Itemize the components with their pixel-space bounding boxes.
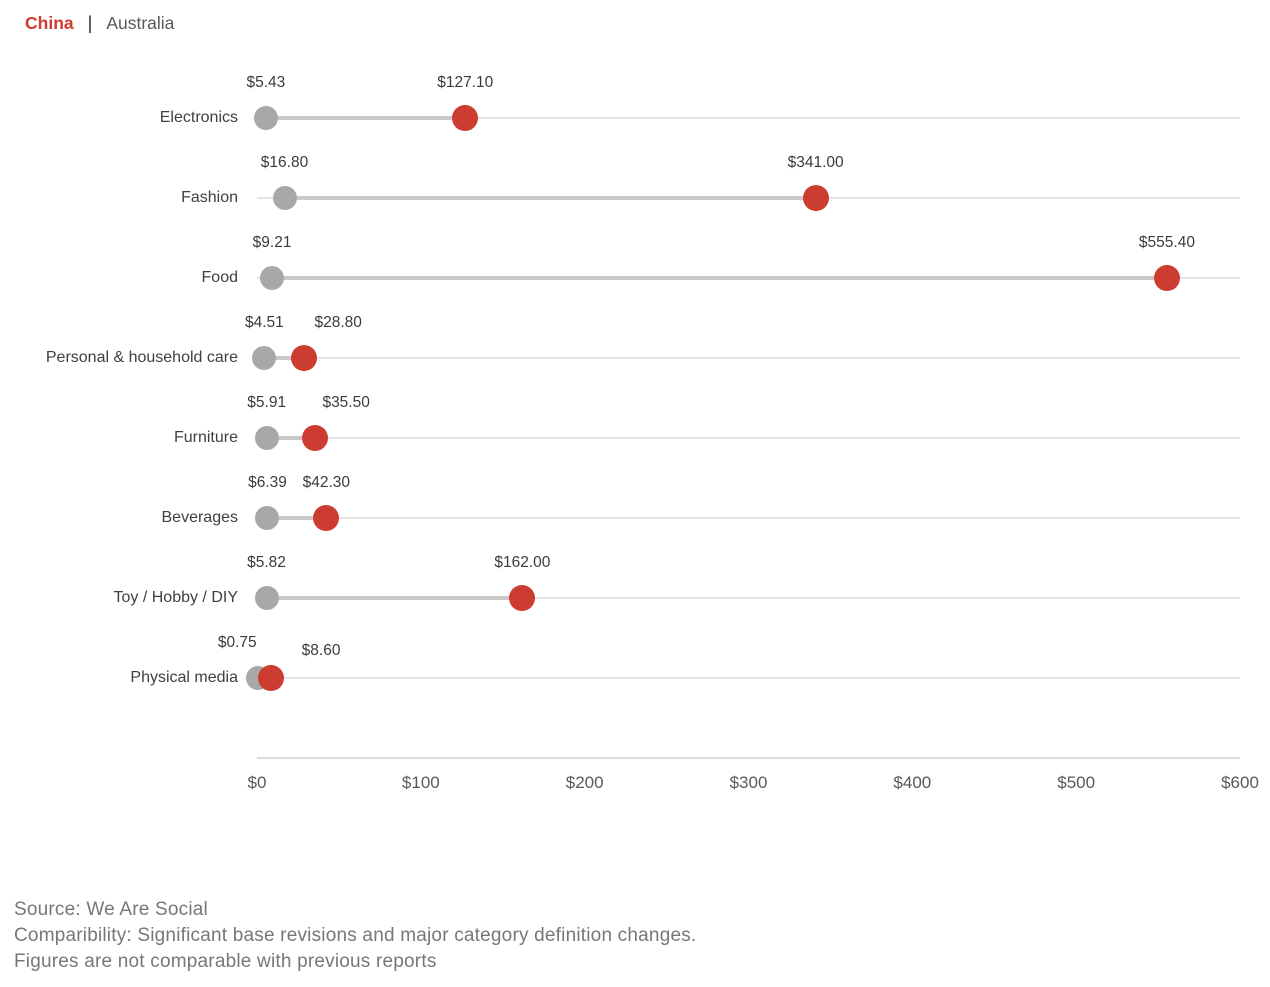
china-dot	[302, 425, 329, 451]
australia-dot	[272, 186, 297, 210]
connector-line	[272, 276, 1167, 280]
connector-line	[267, 516, 327, 520]
category-label: Physical media	[130, 669, 238, 686]
australia-value-label: $16.80	[260, 154, 309, 171]
category-label: Fashion	[181, 189, 238, 206]
comparability-note: Comparibility: Significant base revision…	[14, 925, 697, 946]
chart-row: Fashion $16.80 $341.00	[0, 140, 1270, 220]
china-dot	[509, 585, 536, 611]
connector-line	[265, 116, 466, 120]
footer-notes: Source: We Are Social Comparibility: Sig…	[14, 897, 1270, 975]
source-note: Source: We Are Social	[14, 899, 208, 920]
china-value-label: $555.40	[1138, 234, 1195, 251]
dumbbell-chart: Electronics $5.43 $127.10 Fashion $16.80 $341…	[0, 60, 1270, 700]
category-label: Furniture	[173, 429, 238, 446]
australia-value-label: $5.82	[247, 554, 286, 571]
australia-value-label: $4.51	[244, 314, 284, 331]
x-axis-tick: $600	[1221, 773, 1259, 792]
category-label: Personal & household care	[45, 349, 238, 366]
chart-row: Physical media $0.75 $8.60	[0, 620, 1270, 700]
china-value-label: $35.50	[322, 394, 370, 411]
legend-item-australia: Australia	[106, 12, 175, 33]
track-line	[257, 357, 1240, 359]
chart-row: Electronics $5.43 $127.10	[0, 60, 1270, 140]
category-label: Toy / Hobby / DIY	[113, 589, 239, 606]
connector-line	[266, 436, 316, 440]
row-plot: $4.51 $28.80	[245, 300, 1240, 380]
australia-dot	[255, 506, 280, 530]
chart-row: Beverages $6.39 $42.30	[0, 460, 1270, 540]
x-axis-line	[257, 757, 1240, 759]
china-dot	[313, 505, 340, 531]
china-value-label: $341.00	[787, 154, 844, 171]
china-value-label: $28.80	[314, 314, 362, 331]
china-dot	[802, 185, 829, 211]
australia-value-label: $0.75	[217, 634, 257, 651]
connector-line	[284, 196, 816, 200]
australia-dot	[254, 586, 279, 610]
chart-legend: China | Australia	[0, 0, 1270, 36]
connector-line	[266, 596, 523, 600]
chart-row: Personal & household care $4.51 $28.80	[0, 300, 1270, 380]
china-value-label: $127.10	[437, 74, 494, 91]
track-line	[257, 677, 1240, 679]
row-plot: $5.91 $35.50	[247, 380, 1240, 460]
track-line	[257, 517, 1240, 519]
row-plot: $5.82 $162.00	[247, 540, 1240, 620]
australia-dot	[252, 346, 277, 370]
chart-row: Toy / Hobby / DIY $5.82 $162.00	[0, 540, 1270, 620]
row-plot: $0.75 $8.60	[218, 620, 1240, 700]
row-plot: $6.39 $42.30	[248, 460, 1240, 540]
x-axis-tick: $0	[247, 773, 267, 792]
chart-row: Food $9.21 $555.40	[0, 220, 1270, 300]
australia-dot	[260, 266, 285, 290]
china-value-label: $42.30	[302, 474, 351, 491]
x-axis-tick: $100	[401, 773, 440, 792]
china-dot	[452, 105, 479, 131]
china-dot	[1153, 265, 1180, 291]
row-plot: $9.21 $555.40	[253, 220, 1240, 300]
track-line	[257, 597, 1240, 599]
comparability-note-2: Figures are not comparable with previous…	[14, 951, 437, 972]
chart-row: Furniture $5.91 $35.50	[0, 380, 1270, 460]
australia-value-label: $9.21	[252, 234, 292, 251]
x-axis: $0 $100 $200 $300 $400 $500 $600	[248, 757, 1259, 803]
x-axis-tick: $500	[1057, 773, 1096, 792]
category-label: Electronics	[159, 109, 238, 126]
china-dot	[258, 665, 285, 691]
australia-dot	[253, 106, 278, 130]
china-value-label: $162.00	[494, 554, 551, 571]
category-label: Food	[201, 269, 238, 286]
australia-value-label: $6.39	[248, 474, 287, 491]
australia-dot	[254, 426, 279, 450]
x-axis-tick: $400	[893, 773, 932, 792]
australia-value-label: $5.91	[247, 394, 287, 411]
row-plot: $5.43 $127.10	[246, 60, 1240, 140]
track-line	[257, 437, 1240, 439]
connector-line	[264, 356, 305, 360]
x-axis-tick: $300	[729, 773, 768, 792]
legend-item-china: China	[25, 12, 74, 33]
china-dot	[291, 345, 318, 371]
row-plot: $16.80 $341.00	[257, 140, 1240, 220]
australia-value-label: $5.43	[246, 74, 286, 91]
track-line	[257, 117, 1240, 119]
category-label: Beverages	[161, 509, 239, 526]
china-value-label: $8.60	[301, 642, 341, 659]
x-axis-tick: $200	[565, 773, 604, 792]
legend-separator: |	[87, 12, 93, 33]
